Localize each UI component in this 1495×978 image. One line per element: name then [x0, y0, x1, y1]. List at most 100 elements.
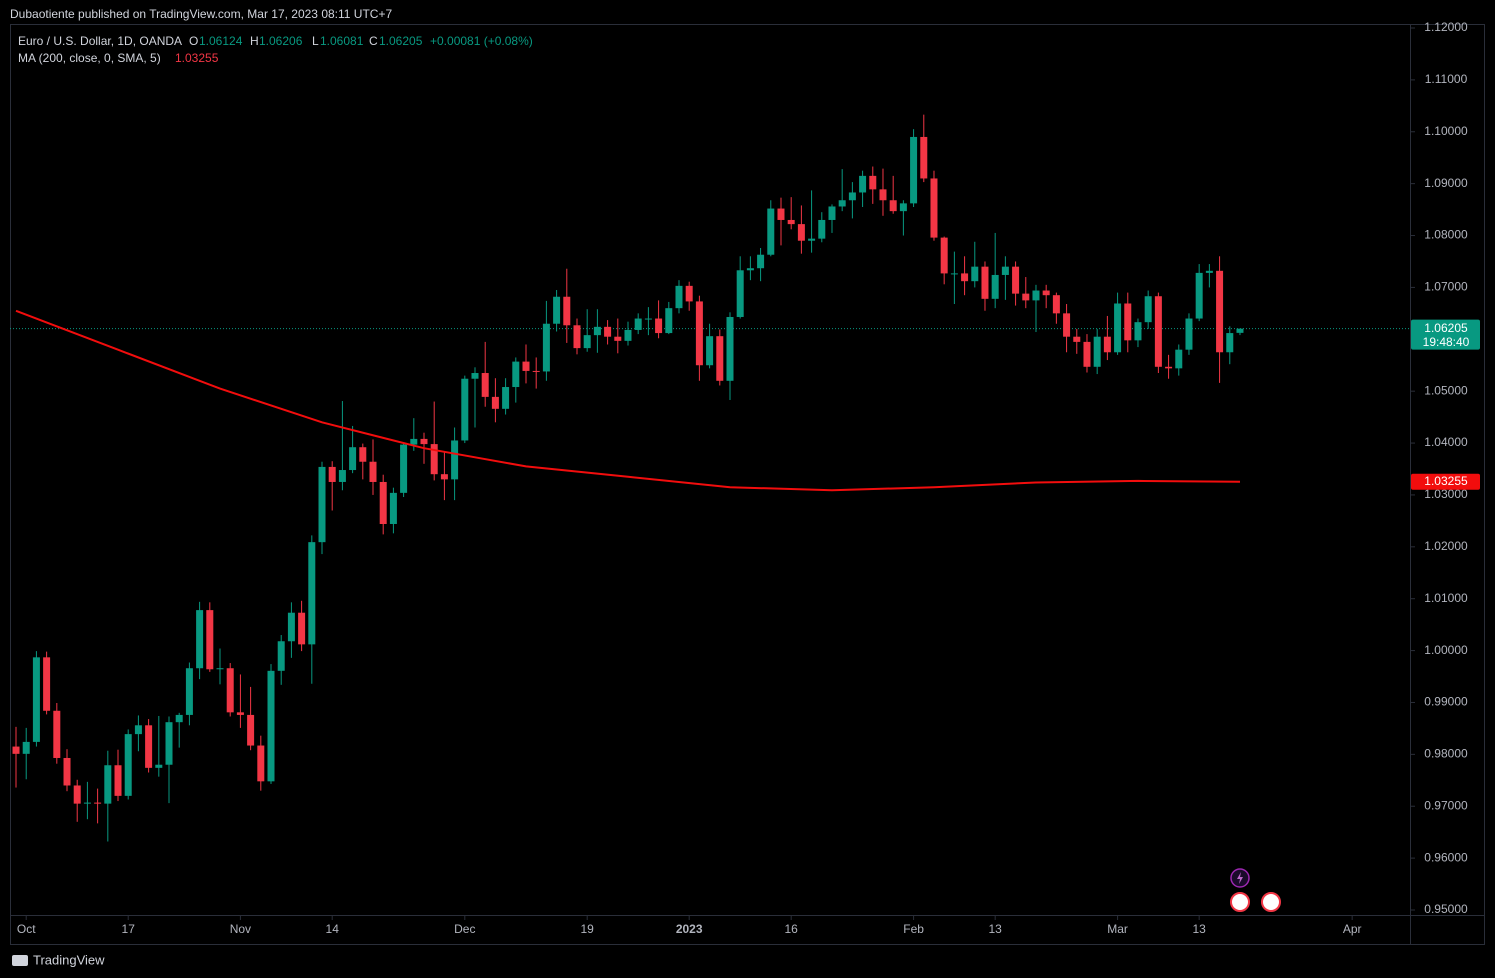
- candle-body: [1012, 266, 1020, 294]
- candle-body: [410, 438, 418, 445]
- y-tick-label: 1.11000: [1425, 72, 1468, 86]
- candle-body: [910, 136, 918, 204]
- candle-body: [53, 710, 61, 758]
- candle-body: [185, 668, 193, 715]
- candle-body: [920, 136, 928, 179]
- ma-title: MA (200, close, 0, SMA, 5): [18, 51, 161, 65]
- x-tick-label: Oct: [17, 922, 36, 936]
- y-tick-label: 1.00000: [1424, 643, 1468, 657]
- x-tick-label: 13: [1192, 922, 1206, 936]
- candle-body: [389, 492, 397, 524]
- candle-body: [73, 785, 81, 804]
- plot: [10, 114, 1410, 842]
- candle-body: [369, 461, 377, 482]
- candle-body: [491, 396, 499, 409]
- candle-body: [767, 208, 775, 255]
- y-tick-label: 0.97000: [1424, 798, 1468, 812]
- candle-body: [1001, 266, 1009, 275]
- x-tick-label: 14: [326, 922, 340, 936]
- candle-body: [583, 335, 591, 349]
- candle-body: [440, 474, 448, 480]
- candle-body: [532, 370, 540, 372]
- candle-body: [695, 301, 703, 366]
- candle-body: [124, 734, 132, 796]
- candle-body: [236, 712, 244, 715]
- candle-body: [1114, 303, 1122, 353]
- y-tick-label: 1.07000: [1424, 280, 1468, 294]
- candle-body: [308, 542, 316, 645]
- y-tick-label: 1.09000: [1424, 176, 1468, 190]
- y-tick-label: 1.02000: [1424, 539, 1468, 553]
- candle-body: [1103, 336, 1111, 353]
- candle-body: [1195, 272, 1203, 319]
- candle-body: [848, 192, 856, 201]
- logo: [12, 955, 28, 966]
- candle-body: [706, 336, 714, 366]
- change: +0.00081 (+0.08%): [430, 34, 533, 48]
- candle-body: [277, 641, 285, 671]
- x-tick-label: 2023: [676, 922, 703, 936]
- candle-body: [675, 285, 683, 309]
- candle-body: [298, 612, 306, 645]
- candle-body: [267, 670, 275, 782]
- publisher: Dubaotiente published on TradingView.com…: [10, 7, 392, 21]
- candle-body: [573, 325, 581, 349]
- candle-body: [481, 373, 489, 397]
- event-icon[interactable]: [1261, 892, 1281, 912]
- candle-body: [624, 329, 632, 341]
- x-tick-label: 19: [581, 922, 595, 936]
- candle-body: [604, 326, 612, 337]
- y-tick-label: 0.98000: [1424, 747, 1468, 761]
- candle-body: [1052, 295, 1060, 314]
- candle-body: [1083, 341, 1091, 367]
- candle-body: [950, 273, 958, 275]
- candle-body: [685, 285, 693, 302]
- candle-body: [1226, 333, 1234, 353]
- candle-body: [1154, 296, 1162, 367]
- x-tick-label: 17: [122, 922, 136, 936]
- candle-body: [787, 219, 795, 225]
- candle-body: [94, 802, 102, 804]
- ma-tag-label: 1.03255: [1424, 474, 1468, 488]
- candle-body: [736, 270, 744, 317]
- c-label: C: [369, 34, 378, 48]
- price-tag-label: 1.06205: [1424, 321, 1468, 335]
- x-tick-label: 13: [989, 922, 1003, 936]
- candle-body: [338, 470, 346, 482]
- x-tick-label: Feb: [903, 922, 924, 936]
- candle-body: [522, 361, 530, 371]
- candle-body: [226, 668, 234, 713]
- candle-body: [1073, 336, 1081, 342]
- candle-body: [420, 438, 428, 445]
- x-tick-label: 16: [785, 922, 799, 936]
- candle-body: [808, 238, 816, 241]
- candle-body: [665, 308, 673, 334]
- candle-body: [1032, 290, 1040, 301]
- candle-body: [63, 757, 71, 786]
- candle-body: [634, 318, 642, 330]
- candle-body: [991, 274, 999, 299]
- x-tick-label: Dec: [454, 922, 475, 936]
- candle-body: [145, 725, 153, 768]
- o-value: 1.06124: [199, 34, 243, 48]
- candle-body: [247, 714, 255, 746]
- candle-body: [961, 273, 969, 282]
- candle-body: [746, 268, 754, 271]
- candle-body: [1165, 366, 1173, 369]
- l-value: 1.06081: [320, 34, 364, 48]
- candle-body: [12, 746, 20, 754]
- candle-body: [104, 765, 112, 804]
- x-tick-label: Apr: [1343, 922, 1362, 936]
- candle-body: [359, 447, 367, 462]
- candle-body: [349, 447, 357, 471]
- y-tick-label: 0.95000: [1424, 902, 1468, 916]
- candle-body: [400, 444, 408, 493]
- event-icon[interactable]: [1230, 892, 1250, 912]
- candle-body: [838, 200, 846, 207]
- candle-body: [1175, 349, 1183, 369]
- candle-body: [797, 224, 805, 241]
- candle-body: [155, 764, 163, 768]
- footer: TradingView: [12, 952, 105, 967]
